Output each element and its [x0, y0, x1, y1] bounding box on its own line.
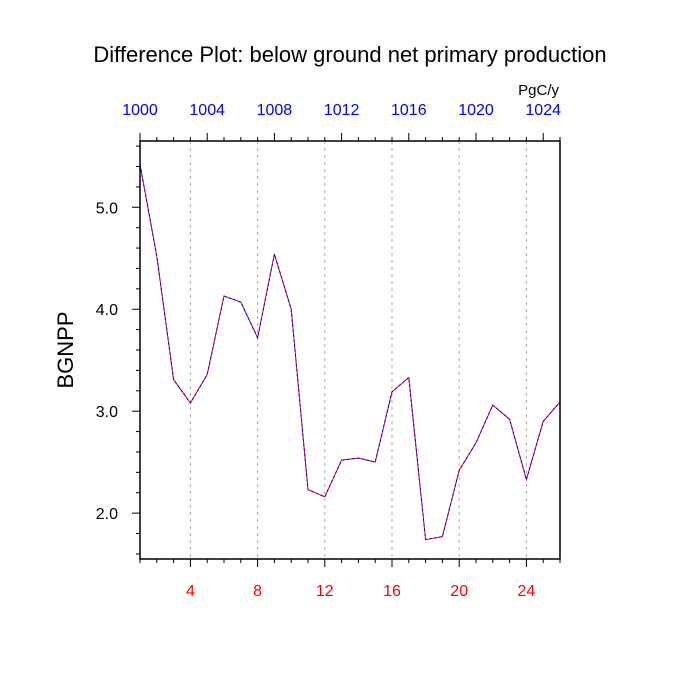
tick-labels: 4 8 12 16 20 24 1000 1004 1008 1012 1016 1020 1024 2.… [96, 102, 561, 600]
y-tick-label: 2.0 [96, 506, 118, 523]
top-x-tick-label: 1020 [458, 102, 494, 119]
top-x-tick-label: 1004 [189, 102, 225, 119]
plot-frame [139, 140, 561, 560]
top-x-tick-label: 1012 [324, 102, 360, 119]
grid [189, 141, 527, 559]
bottom-x-tick-label: 16 [383, 583, 401, 600]
axis-ticks [132, 133, 561, 567]
bottom-x-tick-label: 24 [518, 583, 536, 600]
bottom-x-tick-label: 4 [186, 583, 195, 600]
series-line-blue [139, 164, 561, 541]
top-x-tick-label: 1024 [525, 102, 561, 119]
top-x-tick-label: 1016 [391, 102, 427, 119]
series-line-group [139, 164, 561, 541]
top-x-tick-label: 1000 [122, 102, 158, 119]
y-tick-label: 3.0 [96, 404, 118, 421]
bottom-x-tick-label: 8 [253, 583, 262, 600]
y-axis-label: BGNPP [53, 311, 78, 388]
top-x-tick-label: 1008 [257, 102, 293, 119]
bottom-x-tick-label: 12 [316, 583, 334, 600]
series-line-red [139, 164, 561, 541]
y-tick-label: 5.0 [96, 200, 118, 217]
units-label: PgC/y [518, 82, 559, 99]
bottom-x-tick-label: 20 [450, 583, 468, 600]
chart-title: Difference Plot: below ground net primar… [93, 42, 606, 67]
y-tick-label: 4.0 [96, 302, 118, 319]
